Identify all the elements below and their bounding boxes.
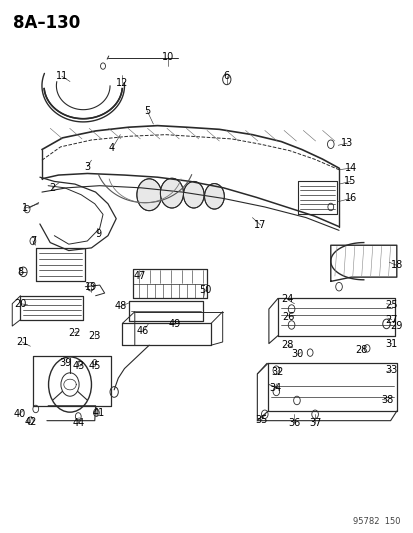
- Circle shape: [204, 183, 224, 209]
- Text: 28: 28: [280, 340, 293, 350]
- Text: 49: 49: [168, 319, 180, 329]
- Text: 16: 16: [344, 193, 356, 204]
- Circle shape: [137, 179, 161, 211]
- Text: 19: 19: [84, 282, 97, 292]
- Text: 2: 2: [49, 183, 55, 193]
- Text: 37: 37: [308, 418, 320, 429]
- Text: 12: 12: [116, 78, 128, 88]
- Text: 43: 43: [72, 361, 84, 372]
- Text: 40: 40: [13, 409, 25, 419]
- Text: 11: 11: [55, 71, 68, 81]
- Text: 22: 22: [68, 328, 80, 338]
- Text: 48: 48: [115, 301, 127, 311]
- Text: 45: 45: [88, 361, 101, 372]
- Text: 8: 8: [17, 267, 24, 277]
- Text: 18: 18: [390, 261, 402, 270]
- Text: 25: 25: [385, 300, 397, 310]
- Text: 31: 31: [385, 338, 397, 349]
- Text: 47: 47: [134, 271, 146, 281]
- Circle shape: [160, 178, 183, 208]
- Text: 20: 20: [14, 298, 26, 309]
- Text: 10: 10: [161, 52, 173, 61]
- Text: 24: 24: [280, 294, 293, 304]
- Text: 15: 15: [344, 176, 356, 187]
- Text: 1: 1: [22, 203, 28, 213]
- Text: 41: 41: [93, 408, 105, 418]
- Text: 4: 4: [109, 143, 115, 154]
- Text: 3: 3: [84, 161, 90, 172]
- Text: 30: 30: [290, 349, 302, 359]
- Text: 17: 17: [254, 220, 266, 230]
- Text: 29: 29: [389, 321, 401, 331]
- Text: 95782  150: 95782 150: [353, 517, 400, 526]
- Text: 14: 14: [344, 163, 356, 173]
- Text: 32: 32: [271, 367, 283, 377]
- Text: 6: 6: [223, 71, 229, 81]
- Text: 50: 50: [198, 286, 211, 295]
- Text: 34: 34: [268, 383, 280, 393]
- Text: 38: 38: [381, 395, 393, 406]
- Text: 26: 26: [282, 312, 294, 322]
- Text: 23: 23: [88, 330, 101, 341]
- Text: 28: 28: [355, 345, 367, 356]
- Text: 33: 33: [385, 365, 397, 375]
- Text: 39: 39: [59, 358, 72, 368]
- Text: 35: 35: [255, 415, 267, 425]
- Text: 8A–130: 8A–130: [13, 14, 80, 32]
- Text: 27: 27: [385, 314, 397, 325]
- Text: 44: 44: [72, 418, 84, 429]
- Circle shape: [183, 181, 204, 208]
- Text: 13: 13: [340, 138, 353, 148]
- Text: 9: 9: [95, 229, 102, 239]
- Text: 7: 7: [30, 236, 36, 246]
- Text: 21: 21: [16, 337, 28, 347]
- Text: 46: 46: [137, 326, 149, 336]
- Text: 42: 42: [24, 417, 36, 427]
- Text: 36: 36: [287, 418, 300, 429]
- Text: 5: 5: [144, 106, 150, 116]
